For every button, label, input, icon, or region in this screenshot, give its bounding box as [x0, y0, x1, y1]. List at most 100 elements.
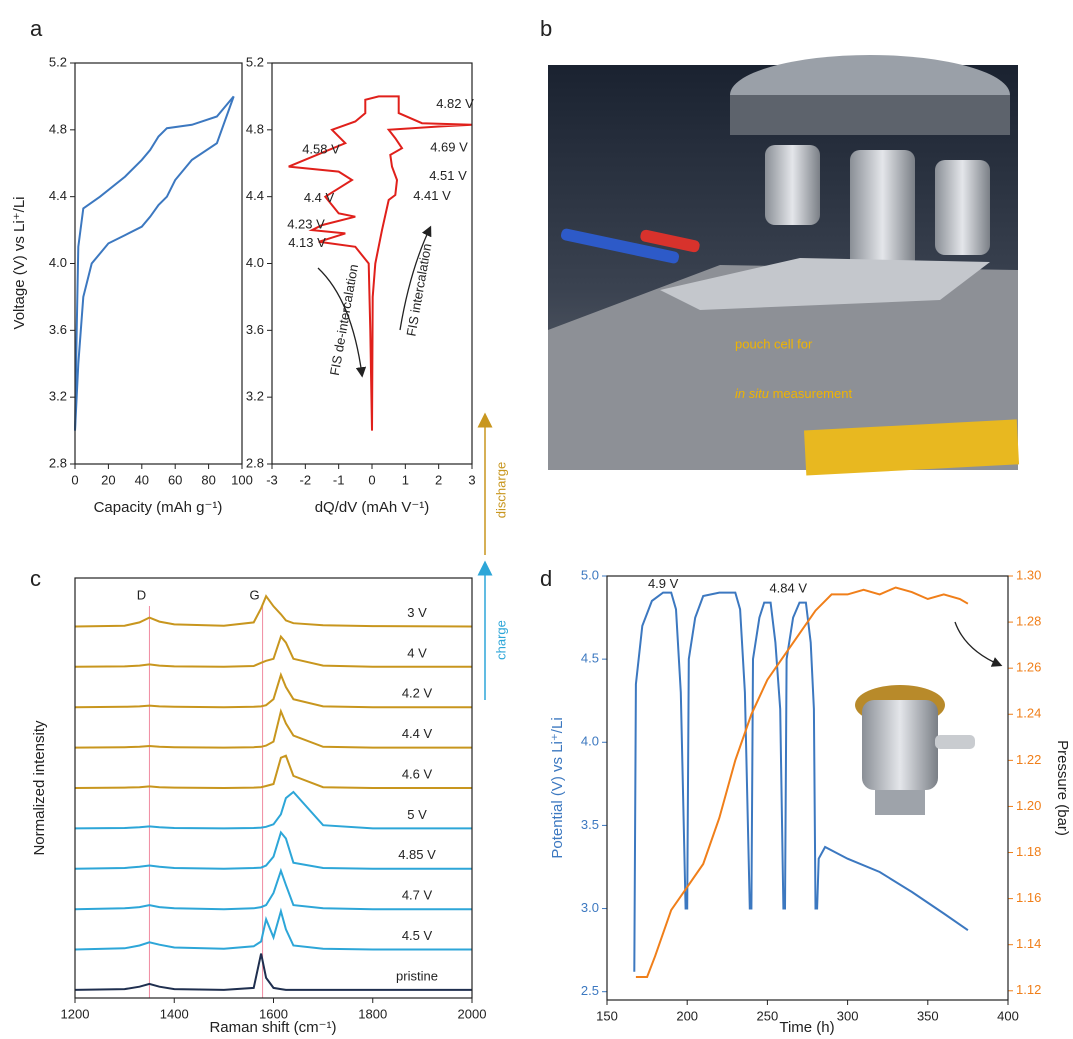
x-tick-label: 40 — [135, 472, 149, 487]
x-tick-label: 350 — [917, 1008, 939, 1023]
arrow-label: charge — [493, 620, 508, 660]
sensor-part — [862, 700, 938, 790]
inset-sensor — [855, 685, 975, 815]
warning-label — [803, 419, 1020, 476]
x-tick-label: 3 — [468, 472, 475, 487]
y2-tick-label: 1.18 — [1016, 844, 1041, 859]
y-tick-label: 3.6 — [49, 322, 67, 337]
series-label: 4.2 V — [402, 686, 433, 701]
x-axis-title: Raman shift (cm⁻¹) — [209, 1019, 336, 1036]
objective — [765, 145, 820, 225]
objective — [850, 150, 915, 270]
line-series — [74, 754, 472, 790]
arrow-label: FIS de-intercalation — [327, 263, 361, 377]
line-series — [74, 953, 472, 991]
x-tick-label: 1600 — [259, 1006, 288, 1021]
panel-label: b — [540, 16, 552, 41]
arrow-label: discharge — [493, 462, 508, 518]
series-label: 3 V — [407, 605, 427, 620]
x-tick-label: 150 — [596, 1008, 618, 1023]
x-tick-label: 1200 — [61, 1006, 90, 1021]
x-tick-label: 300 — [837, 1008, 859, 1023]
line-series — [74, 790, 472, 830]
x-tick-label: 1400 — [160, 1006, 189, 1021]
plot-frame — [271, 62, 473, 465]
y2-tick-label: 1.14 — [1016, 936, 1041, 951]
x-tick-label: 0 — [368, 472, 375, 487]
y2-axis-title: Pressure (bar) — [1054, 740, 1071, 836]
series-label: 4.6 V — [402, 766, 433, 781]
y-tick-label: 3.2 — [246, 389, 264, 404]
series-label: 4 V — [407, 645, 427, 660]
x-tick-label: 2000 — [458, 1006, 487, 1021]
plot-frame — [74, 577, 473, 999]
photo-caption: in situ measurement — [735, 386, 852, 401]
y-tick-label: 2.8 — [246, 455, 264, 470]
annotation: 4.69 V — [430, 140, 468, 155]
objective — [935, 160, 990, 255]
x-tick-label: 200 — [676, 1008, 698, 1023]
y-tick-label: 5.2 — [246, 54, 264, 69]
x-tick-label: 1800 — [358, 1006, 387, 1021]
series-label: 4.85 V — [398, 847, 436, 862]
line-series — [74, 634, 472, 668]
y2-tick-label: 1.20 — [1016, 798, 1041, 813]
annotation: 4.58 V — [302, 141, 340, 156]
caption-italic: in situ — [735, 386, 769, 401]
x-tick-label: 20 — [101, 472, 115, 487]
y-tick-label: 4.0 — [246, 255, 264, 270]
reference-label: D — [137, 587, 146, 602]
caption-text: measurement — [773, 386, 853, 401]
y-tick-label: 3.0 — [581, 900, 599, 915]
y-tick-label: 2.5 — [581, 983, 599, 998]
annotation: 4.9 V — [648, 576, 679, 591]
arrow — [954, 621, 1003, 667]
sensor-part — [875, 790, 925, 815]
annotation: 4.41 V — [413, 188, 451, 203]
x-tick-label: 60 — [168, 472, 182, 487]
line-series — [74, 907, 472, 951]
y2-tick-label: 1.22 — [1016, 752, 1041, 767]
line-series — [74, 594, 473, 628]
stage-plate — [548, 265, 1018, 470]
x-axis-title: Capacity (mAh g⁻¹) — [94, 499, 223, 516]
series-label: 4.7 V — [402, 888, 433, 903]
y-axis-title: Voltage (V) vs Li⁺/Li — [11, 197, 28, 330]
line-series — [635, 586, 969, 978]
arrow — [317, 267, 367, 378]
x-tick-label: 1 — [402, 472, 409, 487]
y-tick-label: 4.0 — [581, 734, 599, 749]
plot-frame — [74, 62, 243, 465]
y-tick-label: 3.6 — [246, 322, 264, 337]
x-tick-label: 2 — [435, 472, 442, 487]
annotation: 4.51 V — [429, 168, 467, 183]
series-label: 4.5 V — [402, 928, 433, 943]
line-series — [288, 95, 473, 431]
x-tick-label: 100 — [231, 472, 253, 487]
y2-tick-label: 1.30 — [1016, 567, 1041, 582]
y2-tick-label: 1.26 — [1016, 660, 1041, 675]
y-tick-label: 4.0 — [49, 255, 67, 270]
y-tick-label: 4.8 — [49, 121, 67, 136]
y-tick-label: 4.8 — [246, 121, 264, 136]
sensor-part — [935, 735, 975, 749]
y2-tick-label: 1.28 — [1016, 614, 1041, 629]
annotation: 4.13 V — [288, 235, 326, 250]
panel-label: d — [540, 566, 552, 591]
pouch-cell — [660, 258, 990, 310]
x-axis-title: dQ/dV (mAh V⁻¹) — [315, 499, 430, 516]
series-label: pristine — [396, 968, 438, 983]
annotation: 4.4 V — [304, 190, 335, 205]
y-tick-label: 3.2 — [49, 389, 67, 404]
x-tick-label: -2 — [300, 472, 312, 487]
y-tick-label: 4.4 — [246, 188, 264, 203]
x-tick-label: 250 — [757, 1008, 779, 1023]
y-tick-label: 5.2 — [49, 54, 67, 69]
annotation: 4.82 V — [436, 96, 474, 111]
photo-caption: pouch cell for — [735, 336, 813, 351]
reference-label: G — [250, 587, 260, 602]
panel-label: a — [30, 16, 43, 41]
series-label: 4.4 V — [402, 726, 433, 741]
y-tick-label: 4.5 — [581, 651, 599, 666]
